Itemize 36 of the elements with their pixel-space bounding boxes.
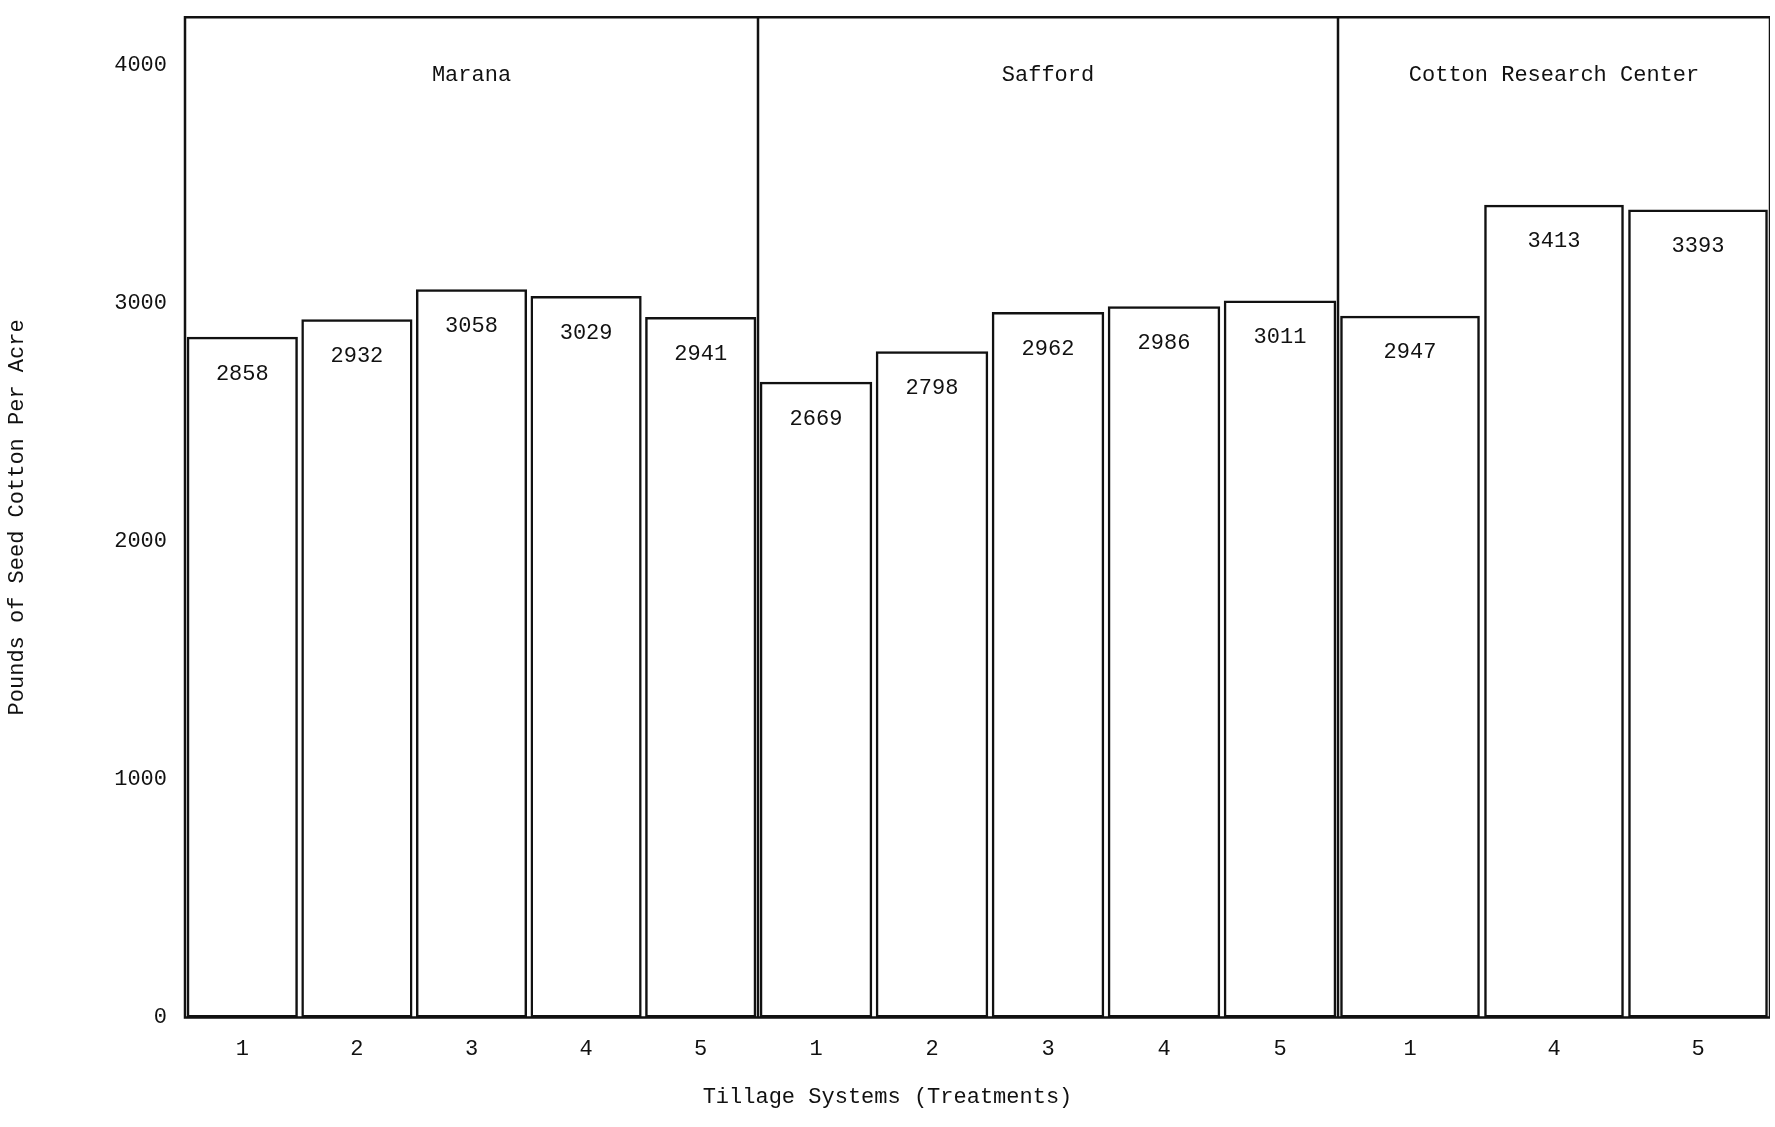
data-label: 2986 [1137, 331, 1191, 357]
data-label: 2798 [905, 375, 959, 401]
x-tick-label: 5 [1691, 1036, 1705, 1062]
x-tick-label: 5 [1273, 1036, 1287, 1062]
y-tick-label: 2000 [114, 529, 167, 555]
text: Safford [1001, 63, 1095, 89]
data-label: 3029 [559, 320, 613, 346]
text: Cotton Research Center [1408, 63, 1700, 89]
data-label: 2962 [1021, 336, 1075, 362]
data-label: 3011 [1253, 325, 1307, 351]
y-tick-label: 3000 [114, 290, 167, 316]
x-tick-label: 1 [809, 1036, 823, 1062]
y-axis-title: Pounds of Seed Cotton Per Acre [5, 319, 31, 716]
data-label: 2941 [674, 341, 728, 367]
y-tick-label: 1000 [114, 767, 167, 793]
data-label: 2669 [789, 406, 843, 432]
x-tick-label: 2 [350, 1036, 364, 1062]
text: Marana [431, 63, 512, 89]
x-tick-label: 4 [579, 1036, 593, 1062]
x-tick-label: 4 [1157, 1036, 1171, 1062]
data-label: 3413 [1527, 229, 1581, 255]
x-tick-label: 5 [694, 1036, 708, 1062]
x-tick-label: 4 [1547, 1036, 1561, 1062]
data-label: 2947 [1383, 340, 1437, 366]
x-tick-label: 3 [1041, 1036, 1055, 1062]
data-label: 3393 [1671, 234, 1725, 260]
x-tick-label: 2 [925, 1036, 939, 1062]
data-label: 2932 [330, 344, 384, 370]
y-tick-label: 0 [153, 1005, 167, 1031]
y-tick-label: 4000 [114, 52, 167, 78]
data-label: 2858 [215, 361, 269, 387]
x-tick-label: 1 [1403, 1036, 1417, 1062]
x-tick-label: 1 [235, 1036, 249, 1062]
x-axis-title: Tillage Systems (Treatments) [701, 1085, 1074, 1110]
x-tick-label: 3 [464, 1036, 479, 1062]
data-label: 3058 [445, 314, 498, 340]
